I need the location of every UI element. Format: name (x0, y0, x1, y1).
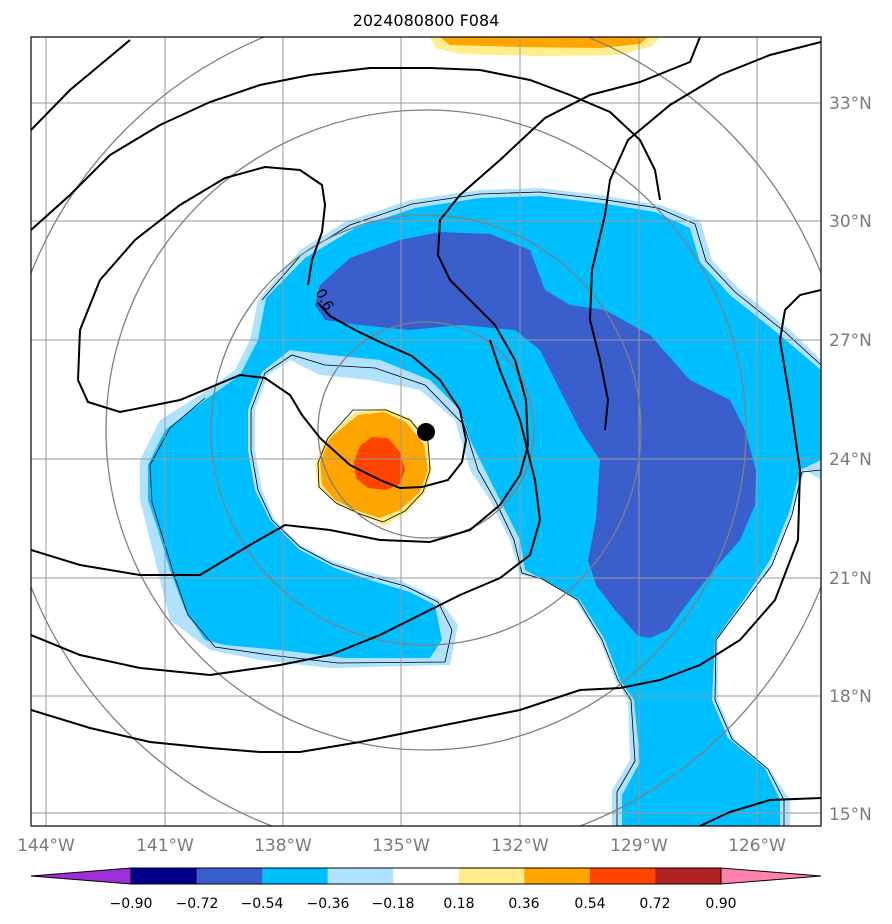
lon-label: 144°W (17, 836, 75, 856)
map-area: 0.6 (31, 37, 821, 826)
storm-center-marker (417, 423, 435, 441)
colorbar-segment (327, 868, 394, 884)
colorbar-segment (393, 868, 460, 884)
shading-outlines (149, 191, 821, 826)
lon-label: 126°W (728, 836, 786, 856)
colorbar-segment (131, 868, 198, 884)
lat-label: 18°N (829, 687, 872, 707)
colorbar-label: −0.18 (372, 896, 415, 912)
lon-label: 132°W (491, 836, 549, 856)
colorbar-segment (589, 868, 656, 884)
colorbar-label: 0.54 (574, 896, 605, 912)
lon-label: 138°W (254, 836, 312, 856)
range-rings (31, 37, 821, 826)
lat-tick-labels: 33°N 30°N 27°N 24°N 21°N 18°N 15°N (829, 94, 872, 825)
lon-label: 135°W (372, 836, 430, 856)
colorbar-label: 0.36 (508, 896, 539, 912)
lat-label: 24°N (829, 450, 872, 470)
lat-label: 30°N (829, 212, 872, 232)
colorbar-segment (262, 868, 329, 884)
colorbar-label: −0.54 (241, 896, 284, 912)
figure-title: 2024080800 F084 (353, 11, 500, 30)
colorbar-label: 0.18 (443, 896, 474, 912)
lat-label: 21°N (829, 569, 872, 589)
colorbar-extend-high (720, 867, 822, 885)
contour-lines (31, 37, 821, 826)
lon-label: 129°W (610, 836, 668, 856)
red-fill (354, 437, 405, 490)
colorbar-frame (130, 867, 722, 885)
colorbar-segments (30, 867, 822, 885)
lat-label: 15°N (829, 805, 872, 825)
lat-label: 33°N (829, 94, 872, 114)
top-orange-fill (440, 37, 648, 48)
map-frame (30, 36, 822, 827)
colorbar-label: 0.72 (639, 896, 670, 912)
colorbar-label: −0.72 (176, 896, 219, 912)
colorbar-label: 0.90 (705, 896, 736, 912)
colorbar-extend-low (30, 867, 132, 885)
colorbar-label: −0.36 (307, 896, 350, 912)
colorbar-segment (196, 868, 263, 884)
colorbar-segment (458, 868, 525, 884)
lon-label: 141°W (136, 836, 194, 856)
colorbar: −0.90 −0.72 −0.54 −0.36 −0.18 0.18 0.36 … (30, 867, 822, 912)
colorbar-labels: −0.90 −0.72 −0.54 −0.36 −0.18 0.18 0.36 … (110, 896, 737, 912)
colorbar-segment (655, 868, 722, 884)
lon-tick-labels: 144°W 141°W 138°W 135°W 132°W 129°W 126°… (17, 836, 786, 856)
dark-blue-fill (315, 232, 756, 638)
colorbar-label: −0.90 (110, 896, 153, 912)
lat-label: 27°N (829, 331, 872, 351)
colorbar-segment (524, 868, 591, 884)
